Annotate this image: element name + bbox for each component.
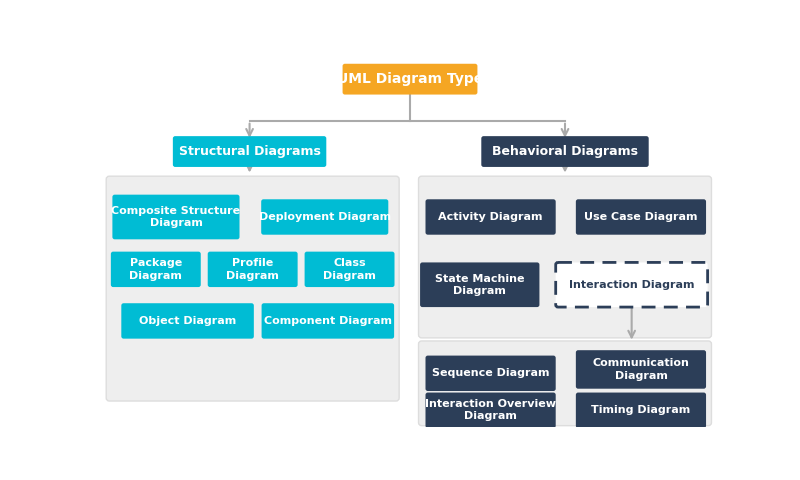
FancyBboxPatch shape xyxy=(576,393,706,428)
FancyBboxPatch shape xyxy=(418,176,711,338)
Text: UML Diagram Type: UML Diagram Type xyxy=(337,72,483,86)
Text: Composite Structure
Diagram: Composite Structure Diagram xyxy=(111,206,241,228)
Text: Component Diagram: Component Diagram xyxy=(264,316,392,326)
Text: Interaction Diagram: Interaction Diagram xyxy=(569,280,694,290)
FancyBboxPatch shape xyxy=(426,393,556,428)
FancyBboxPatch shape xyxy=(576,199,706,235)
Text: Timing Diagram: Timing Diagram xyxy=(591,405,690,415)
FancyBboxPatch shape xyxy=(173,136,326,167)
FancyBboxPatch shape xyxy=(576,350,706,389)
FancyBboxPatch shape xyxy=(262,199,388,235)
Text: Profile
Diagram: Profile Diagram xyxy=(226,258,279,280)
Text: State Machine
Diagram: State Machine Diagram xyxy=(435,274,525,296)
FancyBboxPatch shape xyxy=(111,252,201,287)
Text: Sequence Diagram: Sequence Diagram xyxy=(432,368,550,378)
FancyBboxPatch shape xyxy=(106,176,399,401)
FancyBboxPatch shape xyxy=(122,303,254,339)
FancyBboxPatch shape xyxy=(305,252,394,287)
Text: Structural Diagrams: Structural Diagrams xyxy=(178,145,321,158)
Text: Object Diagram: Object Diagram xyxy=(139,316,236,326)
Text: Deployment Diagram: Deployment Diagram xyxy=(258,212,391,222)
FancyBboxPatch shape xyxy=(426,356,556,391)
Text: Package
Diagram: Package Diagram xyxy=(130,258,182,280)
Text: Behavioral Diagrams: Behavioral Diagrams xyxy=(492,145,638,158)
Text: Interaction Overview
Diagram: Interaction Overview Diagram xyxy=(425,399,556,421)
Text: Class
Diagram: Class Diagram xyxy=(323,258,376,280)
Text: Use Case Diagram: Use Case Diagram xyxy=(584,212,698,222)
Text: Activity Diagram: Activity Diagram xyxy=(438,212,543,222)
FancyBboxPatch shape xyxy=(342,64,478,95)
FancyBboxPatch shape xyxy=(262,303,394,339)
FancyBboxPatch shape xyxy=(208,252,298,287)
FancyBboxPatch shape xyxy=(112,195,239,240)
FancyBboxPatch shape xyxy=(556,263,708,307)
FancyBboxPatch shape xyxy=(420,263,539,307)
FancyBboxPatch shape xyxy=(426,199,556,235)
Text: Communication
Diagram: Communication Diagram xyxy=(593,358,690,381)
FancyBboxPatch shape xyxy=(418,341,711,426)
FancyBboxPatch shape xyxy=(482,136,649,167)
